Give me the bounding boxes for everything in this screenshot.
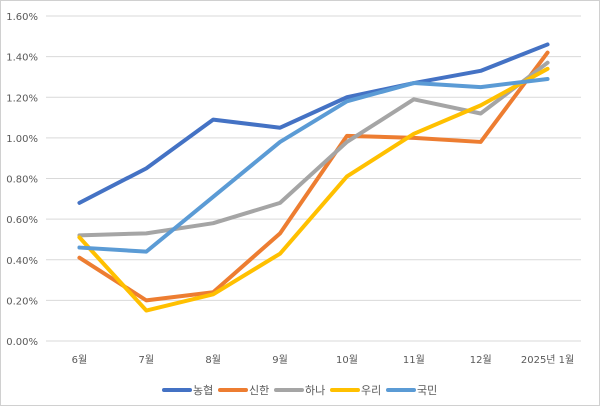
y-tick-label: 0.00% [6,337,38,348]
series-line-0 [77,42,550,205]
x-tick-label: 12월 [470,354,492,366]
x-tick-label: 7월 [139,354,155,366]
legend-label: 농협 [193,384,213,397]
y-tick-label: 0.80% [6,175,38,186]
series-line-1 [77,50,550,303]
y-tick-label: 1.20% [6,93,38,104]
x-axis-tick-labels: 6월 7월 8월 9월 10월 11월 12월 2025년 1월 [72,354,575,366]
x-tick-label: 2025년 1월 [521,354,574,366]
series-line-3 [77,66,550,313]
legend-label: 우리 [361,384,381,397]
legend-item: 농협 [162,384,213,397]
legend-item: 신한 [218,384,269,397]
y-tick-label: 1.40% [6,53,38,64]
legend-item: 우리 [330,384,381,397]
y-tick-label: 0.20% [6,296,38,307]
legend-label: 하나 [305,383,325,397]
legend: 농협 신한 하나 우리 국민 [162,383,437,397]
legend-item: 국민 [386,384,437,397]
x-tick-label: 11월 [403,354,425,366]
legend-label: 신한 [249,384,269,397]
y-tick-label: 1.00% [6,134,38,145]
x-tick-label: 10월 [336,354,358,366]
legend-item: 하나 [274,383,325,397]
x-tick-label: 8월 [205,354,221,366]
y-axis-tick-labels: 0.00% 0.20% 0.40% 0.60% 0.80% 1.00% 1.20% 1.40%… [6,12,38,348]
series-line-4 [77,76,550,254]
x-tick-label: 6월 [72,354,88,366]
series-lines [77,42,550,313]
legend-label: 국민 [417,384,437,397]
x-tick-label: 9월 [272,354,288,366]
y-tick-label: 1.60% [6,12,38,23]
y-tick-label: 0.60% [6,215,38,226]
y-tick-label: 0.40% [6,256,38,267]
